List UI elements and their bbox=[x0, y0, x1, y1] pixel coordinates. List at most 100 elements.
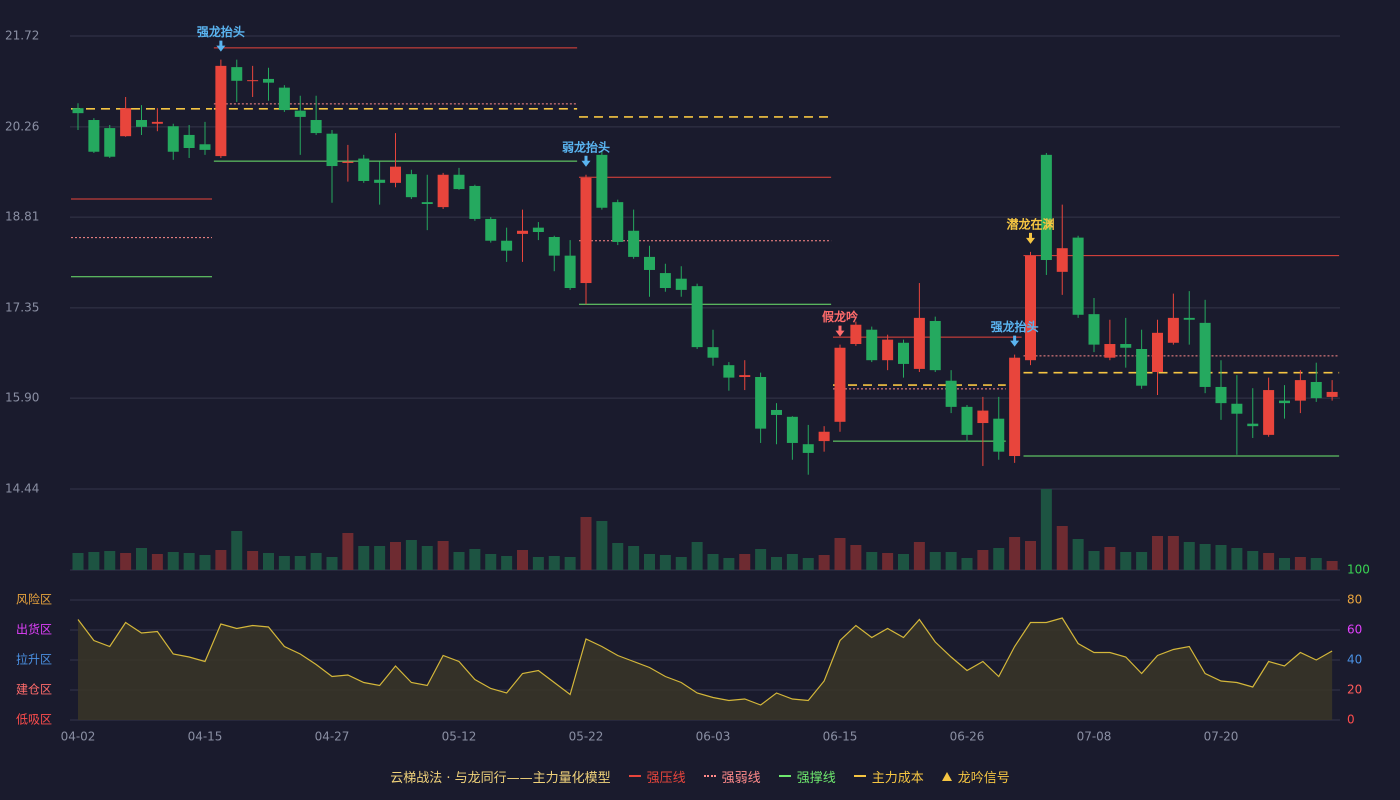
candle-body bbox=[421, 202, 433, 205]
candle-body bbox=[1167, 317, 1179, 343]
candle-body bbox=[628, 230, 640, 257]
volume-bar bbox=[628, 546, 640, 570]
y-tick-label: 17.35 bbox=[5, 300, 39, 314]
signal-arrow bbox=[216, 40, 226, 52]
volume-bar bbox=[739, 554, 751, 570]
candle-body bbox=[1279, 400, 1290, 404]
candle-body bbox=[247, 80, 259, 82]
volume-bar bbox=[913, 542, 925, 570]
candle-body bbox=[945, 380, 957, 407]
volume-bar bbox=[691, 542, 703, 570]
volume-bar bbox=[1279, 558, 1290, 570]
volume-bar bbox=[231, 531, 243, 570]
indicator-area bbox=[78, 618, 1333, 720]
candle-body bbox=[548, 236, 560, 256]
candle-body bbox=[437, 174, 449, 208]
volume-bar bbox=[1263, 553, 1275, 570]
volume-bar bbox=[1136, 552, 1148, 570]
x-tick-label: 06-03 bbox=[696, 730, 731, 744]
candle-body bbox=[326, 133, 338, 167]
volume-bar bbox=[199, 555, 211, 570]
volume-bar bbox=[421, 546, 433, 570]
volume-bar bbox=[898, 554, 909, 570]
volume-bar bbox=[612, 543, 624, 570]
candle-body bbox=[1040, 154, 1052, 261]
candle-body bbox=[1199, 322, 1211, 387]
volume-bar bbox=[358, 546, 370, 570]
candle-body bbox=[707, 347, 719, 358]
legend-swatch bbox=[628, 775, 641, 777]
x-tick-label: 07-20 bbox=[1204, 730, 1239, 744]
volume-bar bbox=[548, 556, 560, 570]
candle-body bbox=[755, 376, 767, 429]
signal-label: 潜龙在渊 bbox=[1006, 216, 1054, 231]
x-tick-label: 04-27 bbox=[315, 730, 350, 744]
candle-body bbox=[850, 324, 862, 345]
candle-body bbox=[167, 126, 179, 152]
candle-body bbox=[659, 273, 671, 289]
candle-body bbox=[1072, 237, 1084, 315]
legend-title: 云梯战法 · 与龙同行——主力量化模型 bbox=[390, 770, 611, 786]
zone-label: 建仓区 bbox=[16, 683, 52, 697]
volume-bar bbox=[1040, 489, 1052, 570]
candle-body bbox=[88, 120, 100, 152]
y2-tick-label: 40 bbox=[1347, 653, 1362, 667]
candle-body bbox=[580, 177, 592, 284]
candle-body bbox=[199, 144, 211, 150]
candle-body bbox=[358, 158, 370, 181]
y-tick-label: 15.90 bbox=[5, 391, 39, 405]
y2-tick-label: 20 bbox=[1347, 683, 1362, 697]
legend-label: 强弱线 bbox=[721, 770, 761, 786]
candle-body bbox=[913, 317, 925, 369]
candle-body bbox=[151, 121, 163, 124]
legend-item: 强压线 bbox=[628, 767, 686, 786]
zone-label: 风险区 bbox=[16, 592, 52, 607]
candle-body bbox=[72, 108, 84, 114]
volume-bar bbox=[247, 551, 259, 570]
volume-bar bbox=[310, 553, 322, 570]
volume-bar bbox=[786, 554, 798, 570]
volume-bar bbox=[1152, 536, 1163, 570]
volume-bar bbox=[326, 557, 338, 570]
candle-body bbox=[675, 278, 687, 290]
candle-body bbox=[1088, 314, 1100, 345]
y2-tick-label: 100 bbox=[1347, 563, 1370, 577]
x-tick-label: 07-08 bbox=[1077, 730, 1112, 744]
x-tick-label: 06-15 bbox=[823, 730, 858, 744]
candle-body bbox=[1231, 403, 1243, 414]
volume-bar bbox=[707, 554, 719, 570]
candle-body bbox=[1247, 423, 1259, 427]
candle-body bbox=[993, 418, 1005, 452]
volume-bar bbox=[834, 538, 846, 570]
candle-body bbox=[263, 78, 274, 83]
volume-bar bbox=[517, 550, 528, 570]
signal-arrow bbox=[581, 155, 591, 167]
volume-bar bbox=[88, 552, 100, 570]
candle-body bbox=[453, 174, 465, 190]
legend-swatch bbox=[941, 771, 952, 781]
zone-label: 出货区 bbox=[16, 622, 52, 637]
volume-bar bbox=[263, 553, 274, 570]
volume-bar bbox=[374, 546, 386, 570]
volume-bar bbox=[469, 549, 481, 570]
signal-label: 强龙抬头 bbox=[197, 24, 245, 39]
volume-bar bbox=[183, 553, 195, 570]
candle-body bbox=[120, 108, 132, 137]
volume-bar bbox=[405, 540, 417, 570]
candle-body bbox=[1152, 332, 1163, 373]
volume-bar bbox=[961, 558, 973, 570]
candle-body bbox=[517, 230, 528, 234]
candle-body bbox=[1326, 391, 1338, 397]
legend-label: 强撑线 bbox=[796, 770, 836, 786]
candle-body bbox=[1120, 344, 1132, 348]
volume-bar bbox=[1167, 536, 1179, 570]
x-tick-label: 05-22 bbox=[569, 730, 604, 744]
legend-item: 强撑线 bbox=[778, 767, 836, 786]
legend-label: 主力成本 bbox=[871, 770, 924, 786]
candle-body bbox=[1310, 381, 1322, 399]
volume-bar bbox=[437, 541, 449, 570]
legend-swatch bbox=[778, 775, 791, 777]
candle-body bbox=[786, 416, 798, 443]
candle-body bbox=[1215, 386, 1227, 404]
